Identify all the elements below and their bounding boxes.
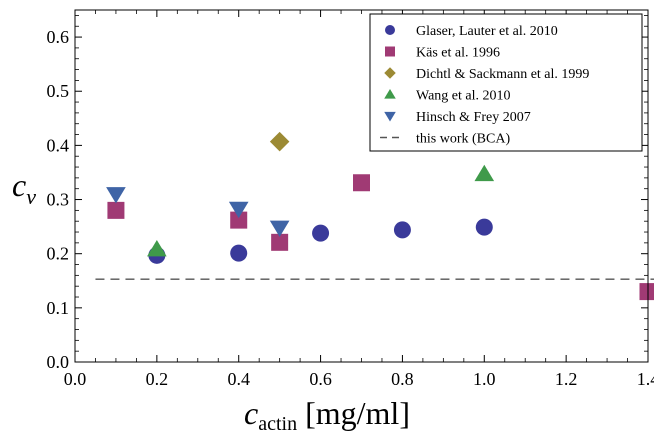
- legend-circle-marker-icon: [385, 25, 395, 35]
- data-point-diamond-marker: [269, 131, 290, 152]
- legend-box: [369, 13, 643, 152]
- legend-label: Hinsch & Frey 2007: [416, 110, 531, 125]
- x-tick-label: 0.2: [146, 369, 169, 389]
- legend-diamond-marker-icon: [384, 67, 396, 79]
- x-tick-label: 1.0: [473, 369, 496, 389]
- data-point-triangle-up-marker: [474, 164, 495, 182]
- legend-item: Glaser, Lauter et al. 2010: [385, 24, 558, 39]
- x-tick-label: 1.4: [637, 369, 654, 389]
- legend-square-marker-icon: [385, 46, 395, 57]
- y-axis-label-sub: v: [26, 184, 36, 209]
- legend-triangle-up-marker-icon: [384, 89, 396, 99]
- x-tick-label: 0.4: [227, 369, 250, 389]
- plot-frame: [74, 9, 649, 363]
- data-point-square-marker: [639, 283, 654, 301]
- y-axis-label: cv: [12, 167, 36, 209]
- data-point-circle-marker: [230, 244, 248, 262]
- y-axis-label-main: c: [12, 167, 26, 203]
- legend-item: Käs et al. 1996: [385, 46, 500, 61]
- data-point-square-marker: [107, 201, 125, 219]
- x-tick-label: 0.6: [309, 369, 332, 389]
- data-point-circle-marker: [312, 224, 330, 242]
- data-point-triangle-down-marker: [269, 220, 290, 238]
- axis-ticks: 0.0 0.2 0.4 0.6 0.8 1.0 1.2 1.4 0.0 0.1 0.2 0.3 0.4 0…: [47, 10, 654, 389]
- legend-item: Wang et al. 2010: [384, 89, 511, 104]
- data-point-circle-marker: [475, 218, 493, 236]
- y-tick-label: 0.0: [47, 352, 70, 372]
- data-point-triangle-up-marker: [147, 240, 167, 257]
- legend-triangle-down-marker-icon: [384, 111, 396, 122]
- legend: Glaser, Lauter et al. 2010 Käs et al. 199…: [369, 13, 643, 152]
- legend-item: this work (BCA): [380, 132, 510, 147]
- y-tick-label: 0.2: [47, 244, 70, 264]
- x-axis-label-unit: [mg/ml]: [297, 395, 410, 431]
- data-points: [106, 131, 654, 301]
- legend-label: Glaser, Lauter et al. 2010: [416, 24, 558, 39]
- data-point-triangle-down-marker: [106, 187, 126, 204]
- data-point-square-marker: [230, 211, 248, 229]
- legend-label: Wang et al. 2010: [416, 89, 511, 104]
- x-tick-label: 1.2: [555, 369, 578, 389]
- data-point-circle-marker: [393, 221, 411, 239]
- x-tick-label: 0.8: [391, 369, 414, 389]
- legend-label: Dichtl & Sackmann et al. 1999: [416, 67, 589, 82]
- x-axis-label-main: c: [244, 395, 258, 431]
- legend-label: Käs et al. 1996: [416, 46, 500, 61]
- data-point-triangle-down-marker: [228, 201, 249, 219]
- x-axis-label-sub: actin: [258, 413, 297, 434]
- y-tick-label: 0.6: [47, 27, 70, 47]
- y-tick-label: 0.1: [47, 298, 70, 318]
- legend-label: this work (BCA): [416, 132, 510, 147]
- legend-item: Hinsch & Frey 2007: [384, 110, 531, 125]
- x-tick-label: 0.0: [64, 369, 87, 389]
- y-tick-label: 0.3: [47, 190, 70, 210]
- y-tick-label: 0.4: [47, 135, 70, 155]
- legend-item: Dichtl & Sackmann et al. 1999: [384, 67, 589, 82]
- x-axis-label: cactin [mg/ml]: [244, 395, 410, 434]
- data-point-square-marker: [353, 174, 370, 192]
- data-point-square-marker: [271, 233, 289, 251]
- y-tick-label: 0.5: [47, 81, 70, 101]
